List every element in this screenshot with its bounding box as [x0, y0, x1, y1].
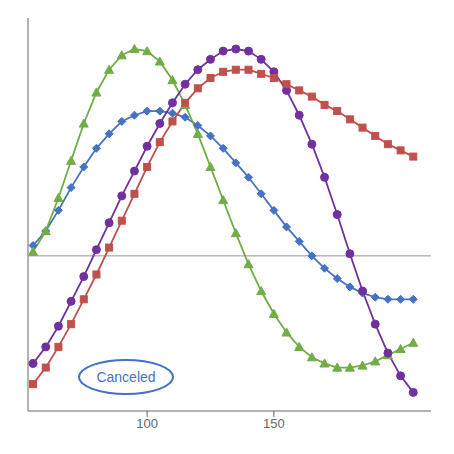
svg-text:150: 150 — [263, 416, 285, 431]
svg-text:100: 100 — [136, 416, 158, 431]
html-text:Canceled: Canceled — [96, 369, 156, 385]
